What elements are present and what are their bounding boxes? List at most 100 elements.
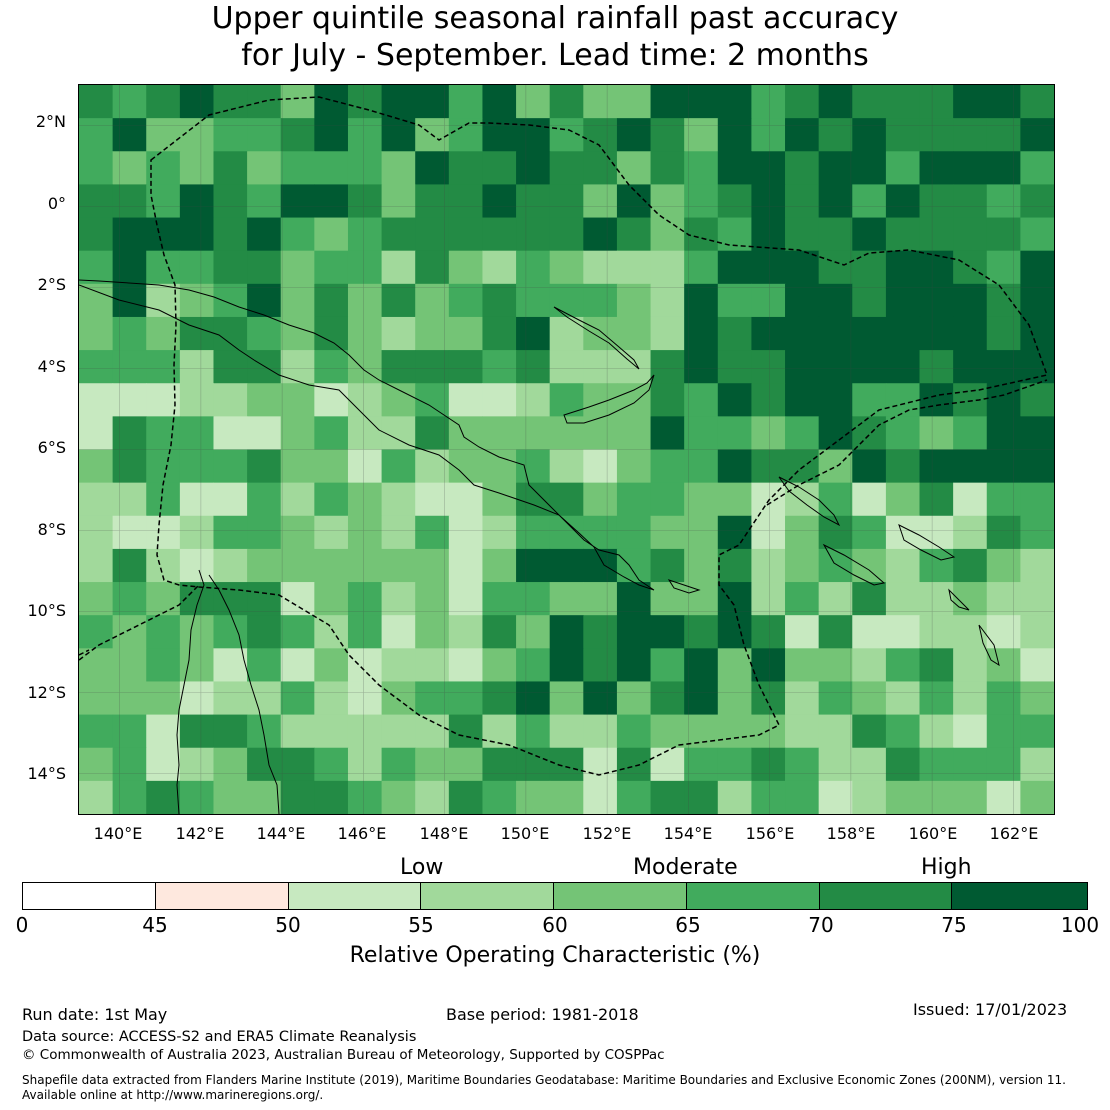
grid-cell: [1020, 681, 1054, 716]
grid-cell: [919, 250, 954, 285]
grid-cell: [717, 151, 752, 185]
grid-cell: [213, 217, 248, 252]
grid-cell: [919, 350, 954, 384]
grid-cell: [583, 350, 618, 384]
grid-cell: [79, 184, 114, 219]
eez-png: [150, 96, 1048, 776]
accuracy-grid: [79, 85, 1054, 814]
grid-cell: [482, 184, 517, 219]
grid-cell: [684, 780, 719, 814]
grid-cell: [314, 350, 349, 384]
grid-cell: [247, 283, 282, 318]
grid-cell: [516, 250, 551, 285]
grid-cell: [415, 383, 450, 417]
grid-cell: [785, 582, 820, 616]
grid-cell: [347, 151, 383, 185]
grid-cell: [919, 747, 954, 782]
grid-cell: [179, 118, 214, 152]
grid-cell: [818, 548, 853, 583]
coastline-cape-york: [176, 569, 280, 814]
grid-cell: [583, 283, 618, 318]
grid-cell: [953, 217, 988, 252]
grid-cell: [684, 548, 719, 583]
grid-cell: [448, 217, 483, 252]
lat-label-0: 0°: [47, 194, 66, 213]
grid-cell: [381, 747, 416, 782]
grid-cell: [684, 681, 719, 716]
grid-cell: [213, 582, 248, 616]
grid-cell: [146, 482, 181, 517]
grid-cell: [684, 151, 719, 185]
grid-cell: [1020, 780, 1054, 814]
grid-cell: [381, 648, 416, 682]
grid-cell: [751, 283, 786, 318]
grid-cell: [213, 714, 248, 749]
grid-cell: [79, 217, 114, 252]
grid-cell: [280, 681, 315, 716]
grid-cell: [717, 316, 752, 351]
grid-cell: [852, 316, 887, 351]
grid-cell: [986, 714, 1021, 749]
grid-cell: [818, 316, 853, 351]
grid-cell: [79, 350, 114, 384]
grid-cell: [448, 681, 483, 716]
grid-cell: [549, 217, 584, 252]
grid-cell: [516, 118, 551, 152]
lat-label-8s: 8°S: [37, 520, 66, 539]
grid-cell: [482, 151, 517, 185]
grid-cell: [247, 250, 282, 285]
grid-cell: [415, 681, 450, 716]
grid-cell: [583, 217, 618, 252]
grid-cell: [852, 217, 887, 252]
grid-cell: [247, 482, 282, 517]
grid-cell: [415, 449, 450, 484]
grid-cell: [953, 780, 988, 814]
grid-cell: [314, 548, 349, 583]
colorbar-tick-75: 75: [941, 913, 967, 937]
grid-cell: [650, 184, 685, 219]
run-date: Run date: 1st May: [22, 1005, 168, 1024]
grid-cell: [247, 184, 282, 219]
title-line-2: for July - September. Lead time: 2 month…: [241, 38, 869, 73]
coastline-solomons-1: [778, 476, 841, 527]
grid-cell: [785, 151, 820, 185]
grid-cell: [549, 449, 584, 484]
grid-cell: [1020, 217, 1054, 252]
grid-cell: [381, 615, 416, 649]
grid-cell: [852, 615, 887, 649]
grid-cell: [247, 582, 282, 616]
grid-cell: [616, 250, 652, 285]
roc-map: [79, 85, 1054, 814]
colorbar-bin-45-50: [155, 883, 289, 909]
grid-cell: [381, 184, 416, 219]
colorbar: [22, 882, 1088, 910]
grid-cell: [818, 582, 853, 616]
grid-cell: [79, 416, 114, 450]
grid-cell: [684, 515, 719, 550]
grid-cell: [448, 250, 483, 285]
grid-cell: [885, 648, 921, 682]
grid-cell: [415, 85, 450, 119]
grid-cell: [852, 118, 887, 152]
grid-cell: [852, 681, 887, 716]
grid-cell: [852, 648, 887, 682]
grid-cell: [381, 482, 416, 517]
grid-cell: [717, 350, 752, 384]
grid-cell: [112, 118, 147, 152]
grid-cell: [213, 747, 248, 782]
grid-cell: [347, 449, 383, 484]
grid-cell: [381, 780, 416, 814]
grid-cell: [616, 316, 652, 351]
grid-cell: [616, 283, 652, 318]
grid-cell: [650, 316, 685, 351]
grid-cell: [347, 714, 383, 749]
grid-cell: [146, 648, 181, 682]
grid-cell: [751, 184, 786, 219]
grid-cell: [986, 250, 1021, 285]
grid-cell: [616, 548, 652, 583]
grid-cell: [583, 482, 618, 517]
grid-cell: [919, 151, 954, 185]
grid-cell: [112, 548, 147, 583]
grid-cell: [650, 482, 685, 517]
grid-cell: [885, 747, 921, 782]
